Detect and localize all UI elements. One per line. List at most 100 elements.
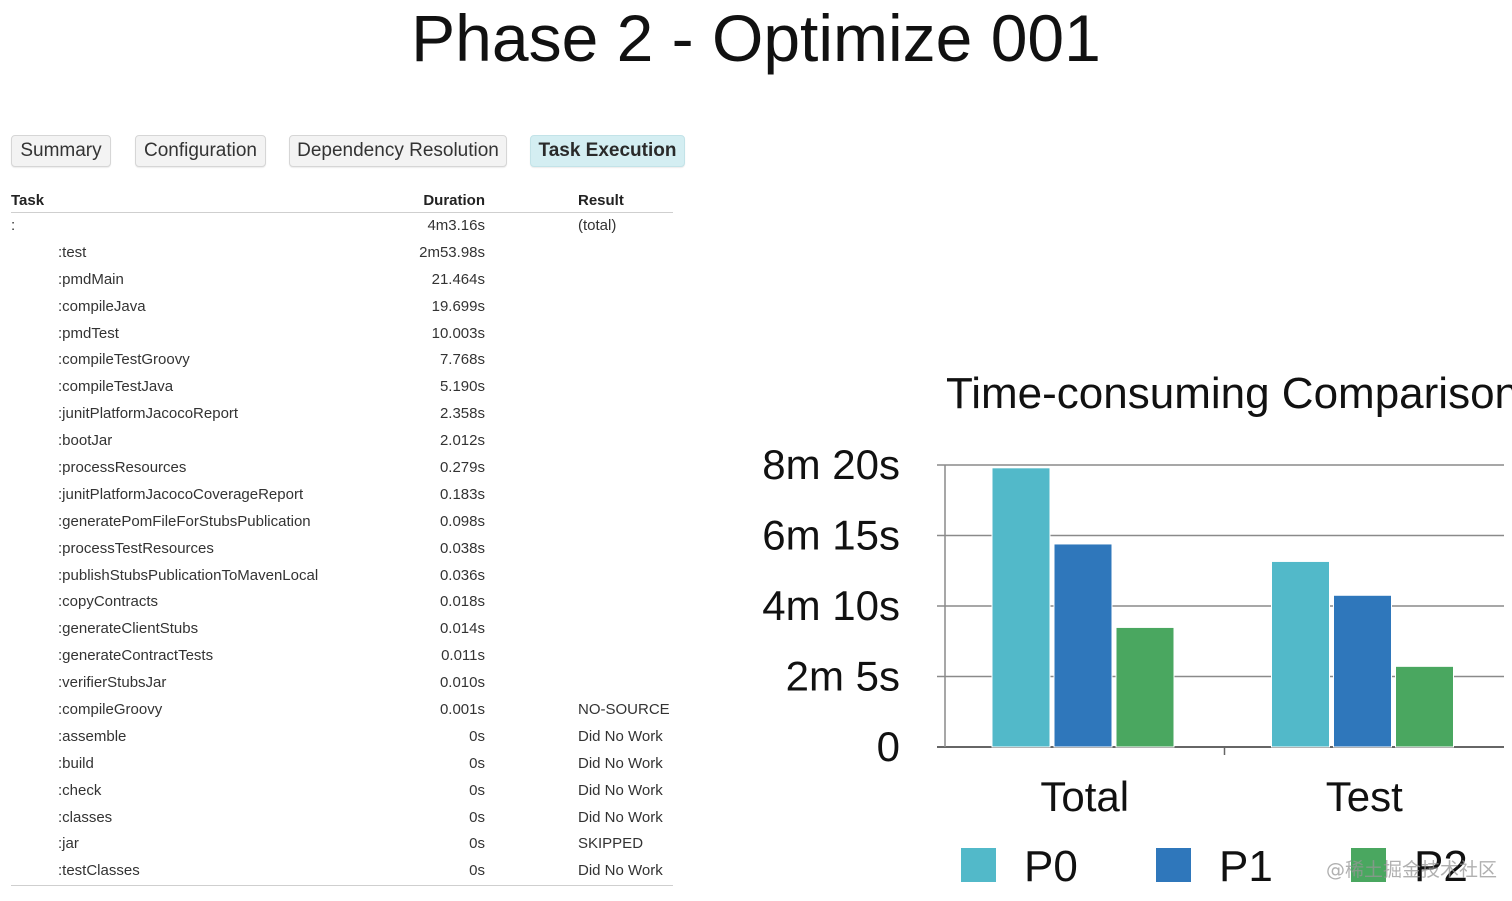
table-row: :pmdMain 21.464s [11,267,673,294]
tab-task-execution[interactable]: Task Execution [530,135,685,167]
task-duration: 0.038s [439,539,485,557]
task-result: (total) [578,217,617,234]
x-category-label: Test [1326,773,1403,820]
table-row: :compileJava 19.699s [11,294,673,321]
task-name: :compileTestGroovy [58,351,190,369]
task-duration: 0.183s [439,485,485,503]
task-duration: 19.699s [431,297,485,315]
task-name: :generatePomFileForStubsPublication [58,512,311,530]
header-result[interactable]: Result [578,192,624,209]
task-name: :pmdTest [58,324,119,342]
table-row: :build 0s Did No Work [11,751,673,778]
task-duration: 2.358s [439,405,485,423]
y-tick-label: 0 [877,723,900,770]
task-duration: 0.036s [439,566,485,584]
y-tick-label: 4m 10s [762,582,900,629]
task-duration: 0.011s [441,647,485,665]
task-duration: 21.464s [431,270,485,288]
task-duration: 0.001s [439,701,485,719]
task-duration: 0s [469,781,485,799]
table-row: :jar 0s SKIPPED [11,831,673,858]
task-name: :verifierStubsJar [58,674,167,692]
task-name: :copyContracts [58,593,159,611]
task-duration: 0s [469,754,485,772]
bar-p2-test [1395,665,1454,748]
task-duration: 0.018s [439,593,485,611]
legend-swatch-p1 [1156,848,1191,882]
table-row: :compileGroovy 0.001s NO-SOURCE [11,697,673,724]
task-duration: 2.012s [439,432,485,450]
x-category-label: Total [1040,773,1129,820]
table-row: :copyContracts 0.018s [11,589,673,616]
task-name: :generateContractTests [58,647,214,665]
chart-legend: P0 P1 P2 [961,842,1468,891]
task-name: :compileGroovy [58,701,163,719]
table-row: :compileTestJava 5.190s [11,374,673,401]
table-row: :publishStubsPublicationToMavenLocal 0.03… [11,563,673,590]
y-tick-label: 8m 20s [762,441,900,488]
task-execution-table: Task Duration Result : 4m3.16s (total):tes… [11,190,673,887]
table-row: :junitPlatformJacocoCoverageReport 0.183s [11,482,673,509]
time-comparison-chart: Time-consuming Comparison 0 2m 5s 4m 10s 6m… [762,369,1512,891]
table-row: :generatePomFileForStubsPublication 0.098… [11,509,673,536]
legend-swatch-p2 [1351,848,1386,882]
table-row: :junitPlatformJacocoReport 2.358s [11,401,673,428]
legend-label: P2 [1414,842,1468,891]
task-result: Did No Work [578,781,663,799]
table-body: : 4m3.16s (total):test 2m53.98s:pmdMain 21.4… [11,213,673,885]
task-duration: 5.190s [439,378,485,396]
table-row: :bootJar 2.012s [11,428,673,455]
task-duration: 0s [469,862,485,880]
tab-summary[interactable]: Summary [11,135,111,167]
task-duration: 0s [469,808,485,826]
task-duration: 0.010s [439,674,485,692]
task-duration: 0s [469,727,485,745]
task-name: :assemble [58,727,127,745]
task-name: : [11,217,16,234]
table-row: :compileTestGroovy 7.768s [11,347,673,374]
table-row: :generateContractTests 0.011s [11,643,673,670]
table-row: :processTestResources 0.038s [11,536,673,563]
task-name: :test [58,243,87,261]
chart-bars [991,467,1454,748]
bar-p1-test [1333,594,1392,748]
task-name: :classes [58,808,113,826]
y-tick-label: 2m 5s [786,653,900,700]
task-name: :build [58,754,94,772]
table-row: :check 0s Did No Work [11,778,673,805]
task-name: :publishStubsPublicationToMavenLocal [58,566,319,584]
task-name: :pmdMain [58,270,124,288]
task-name: :junitPlatformJacocoCoverageReport [58,485,304,503]
task-duration: 0.279s [439,459,485,477]
task-result: Did No Work [578,754,663,772]
task-duration: 2m53.98s [419,243,485,261]
header-duration[interactable]: Duration [423,192,485,209]
chart-title: Time-consuming Comparison [946,369,1512,418]
tab-configuration[interactable]: Configuration [135,135,266,167]
table-header: Task Duration Result [11,190,673,213]
table-row: :generateClientStubs 0.014s [11,616,673,643]
task-result: SKIPPED [578,835,644,853]
table-row: :testClasses 0s Did No Work [11,858,673,885]
slide-title: Phase 2 - Optimize 001 [411,1,1101,75]
x-axis-categories: Total Test [1040,773,1403,820]
task-name: :processTestResources [58,539,214,557]
table-row: :verifierStubsJar 0.010s [11,670,673,697]
watermark: @稀土掘金技术社区 [1326,859,1498,881]
task-name: :jar [58,835,79,853]
task-name: :check [58,781,102,799]
task-result: NO-SOURCE [578,701,670,719]
bar-p0-total [991,467,1051,748]
table-row: :assemble 0s Did No Work [11,724,673,751]
task-duration: 10.003s [431,324,485,342]
tab-dependency-resolution[interactable]: Dependency Resolution [289,135,507,167]
legend-swatch-p0 [961,848,996,882]
task-duration: 0.098s [439,512,485,530]
y-tick-label: 6m 15s [762,512,900,559]
table-row: :pmdTest 10.003s [11,321,673,348]
task-duration: 7.768s [439,351,485,369]
header-task[interactable]: Task [11,192,45,209]
task-duration: 0s [469,835,485,853]
bar-p0-test [1271,560,1330,748]
task-duration: 0.014s [439,620,485,638]
